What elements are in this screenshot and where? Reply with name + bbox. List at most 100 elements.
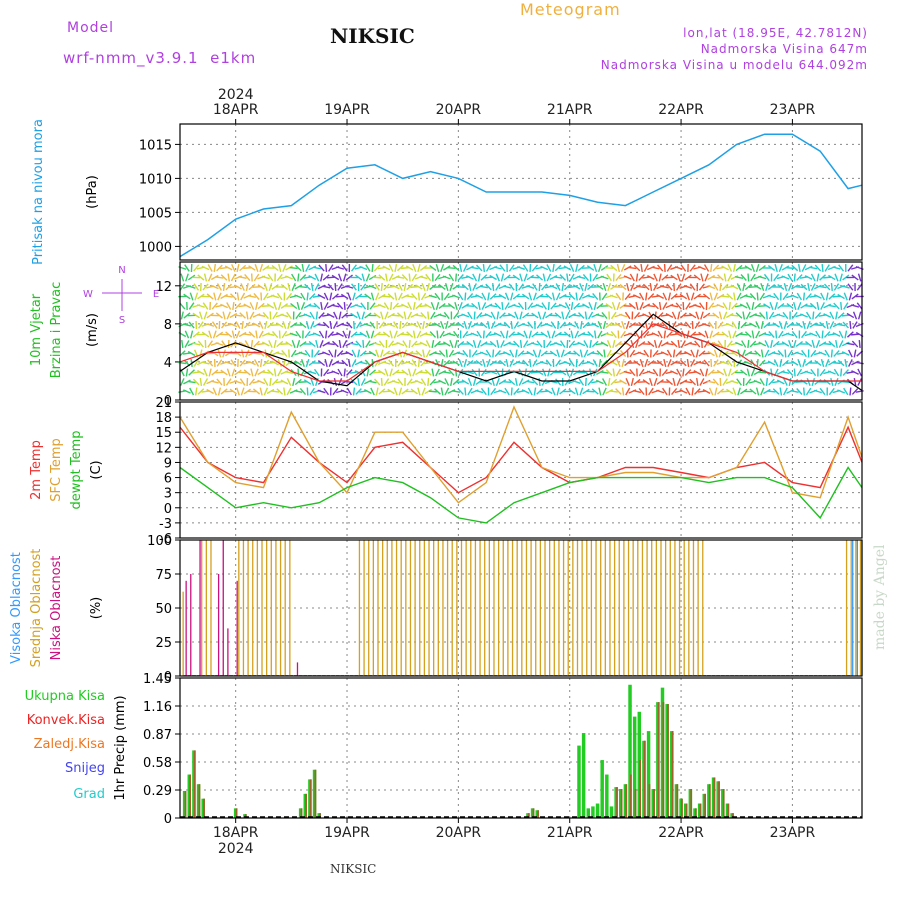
wind-arrow bbox=[300, 358, 305, 368]
precip-bar-conv bbox=[653, 789, 655, 818]
wind-arrow bbox=[835, 311, 838, 320]
wind-arrow bbox=[605, 388, 613, 395]
elevation-text: Nadmorska Visina 647m bbox=[700, 42, 868, 56]
wind-arrow bbox=[378, 340, 385, 348]
wind-arrow bbox=[440, 387, 444, 396]
wind-arrow bbox=[471, 368, 478, 377]
wind-arrow bbox=[709, 292, 713, 301]
wind-arrow bbox=[605, 369, 613, 376]
wind-arrow bbox=[382, 390, 391, 393]
wind-arrow bbox=[690, 292, 695, 301]
precip-bar-conv bbox=[690, 789, 693, 818]
wind-arrow bbox=[815, 330, 821, 339]
wind-arrow bbox=[380, 311, 384, 320]
wind-arrow bbox=[777, 303, 785, 309]
wind-arrow bbox=[216, 359, 223, 367]
wind-arrow bbox=[263, 292, 269, 301]
wind-arrow bbox=[415, 350, 423, 357]
wind-arrow bbox=[456, 285, 465, 289]
wind-arrow bbox=[438, 379, 447, 385]
wind-arrow bbox=[253, 293, 260, 300]
wind-arrow bbox=[434, 388, 441, 395]
wind-arrow bbox=[587, 283, 595, 291]
wind-arrow bbox=[261, 341, 270, 347]
wind-arrow bbox=[630, 377, 634, 387]
wind-arrow bbox=[425, 273, 432, 282]
wind-arrow bbox=[763, 388, 771, 395]
wind-arrow bbox=[769, 302, 774, 310]
wind-arrow bbox=[179, 302, 186, 310]
wind-arrow bbox=[298, 285, 307, 289]
wind-arrow bbox=[671, 387, 678, 396]
wind-arrow bbox=[419, 275, 428, 280]
wind-arrow bbox=[652, 349, 659, 358]
y-tick-label: 75 bbox=[155, 568, 172, 583]
precip-bar-conv bbox=[620, 789, 623, 818]
wind-arrow bbox=[300, 302, 306, 310]
wind-arrow bbox=[698, 350, 706, 357]
wind-arrow bbox=[573, 350, 581, 357]
wind-arrow bbox=[824, 349, 830, 358]
wind-arrow bbox=[725, 312, 734, 319]
wind-arrow bbox=[201, 361, 210, 365]
wind-arrow bbox=[231, 368, 236, 377]
wind-arrow bbox=[257, 369, 266, 376]
wind-arrow bbox=[419, 332, 428, 337]
wind-arrow bbox=[457, 322, 465, 328]
wind-arrow bbox=[220, 369, 228, 376]
wind-arrow bbox=[206, 293, 214, 300]
wind-arrow bbox=[396, 331, 405, 338]
wind-arrow bbox=[477, 340, 482, 348]
wind-arrow bbox=[481, 302, 487, 310]
wind-arrow bbox=[485, 264, 492, 272]
wind-arrow bbox=[232, 301, 235, 311]
wind-arrow bbox=[489, 293, 497, 300]
wind-arrow bbox=[415, 302, 423, 310]
wind-arrow bbox=[857, 311, 862, 320]
wind-arrow bbox=[754, 350, 761, 357]
wind-arrow bbox=[728, 301, 731, 311]
wind-arrow bbox=[750, 273, 756, 282]
wind-arrow bbox=[518, 368, 524, 377]
wind-arrow bbox=[721, 283, 729, 291]
wind-arrow bbox=[444, 387, 450, 396]
wind-arrow bbox=[546, 273, 552, 282]
wind-arrow bbox=[333, 377, 338, 387]
wind-arrow bbox=[398, 387, 403, 396]
wind-arrow bbox=[801, 349, 807, 358]
wind-arrow bbox=[258, 321, 264, 329]
wind-arrow bbox=[591, 340, 599, 348]
wind-arrow bbox=[391, 284, 400, 290]
wind-arrow bbox=[584, 282, 588, 292]
wind-arrow bbox=[250, 339, 254, 349]
wind-arrow bbox=[482, 330, 485, 339]
wind-arrow bbox=[606, 340, 612, 348]
wind-arrow bbox=[294, 389, 303, 394]
wind-arrow bbox=[535, 304, 544, 308]
wind-arrow bbox=[452, 378, 460, 386]
wind-arrow bbox=[360, 378, 366, 386]
wind-arrow bbox=[439, 330, 445, 339]
precip-bar-conv bbox=[643, 740, 646, 818]
wind-arrow bbox=[740, 321, 747, 329]
wind-arrow bbox=[740, 388, 748, 395]
wind-arrow bbox=[823, 303, 832, 309]
wind-arrow bbox=[781, 371, 790, 374]
wind-arrow bbox=[581, 333, 591, 336]
wind-arrow bbox=[753, 369, 762, 376]
wind-arrow bbox=[568, 293, 576, 300]
series-dew bbox=[179, 466, 863, 524]
wind-arrow bbox=[762, 333, 771, 336]
wind-arrow bbox=[569, 264, 575, 272]
wind-arrow bbox=[731, 321, 738, 329]
wind-arrow bbox=[408, 339, 411, 349]
wind-arrow bbox=[493, 322, 502, 328]
wind-arrow bbox=[841, 351, 850, 356]
wind-arrow bbox=[722, 311, 728, 320]
wind-arrow bbox=[563, 265, 572, 271]
precip-bar-total bbox=[591, 806, 595, 818]
wind-arrow bbox=[417, 358, 421, 368]
wind-arrow bbox=[532, 359, 538, 367]
wind-arrow bbox=[261, 371, 270, 374]
wind-arrow bbox=[453, 330, 460, 339]
